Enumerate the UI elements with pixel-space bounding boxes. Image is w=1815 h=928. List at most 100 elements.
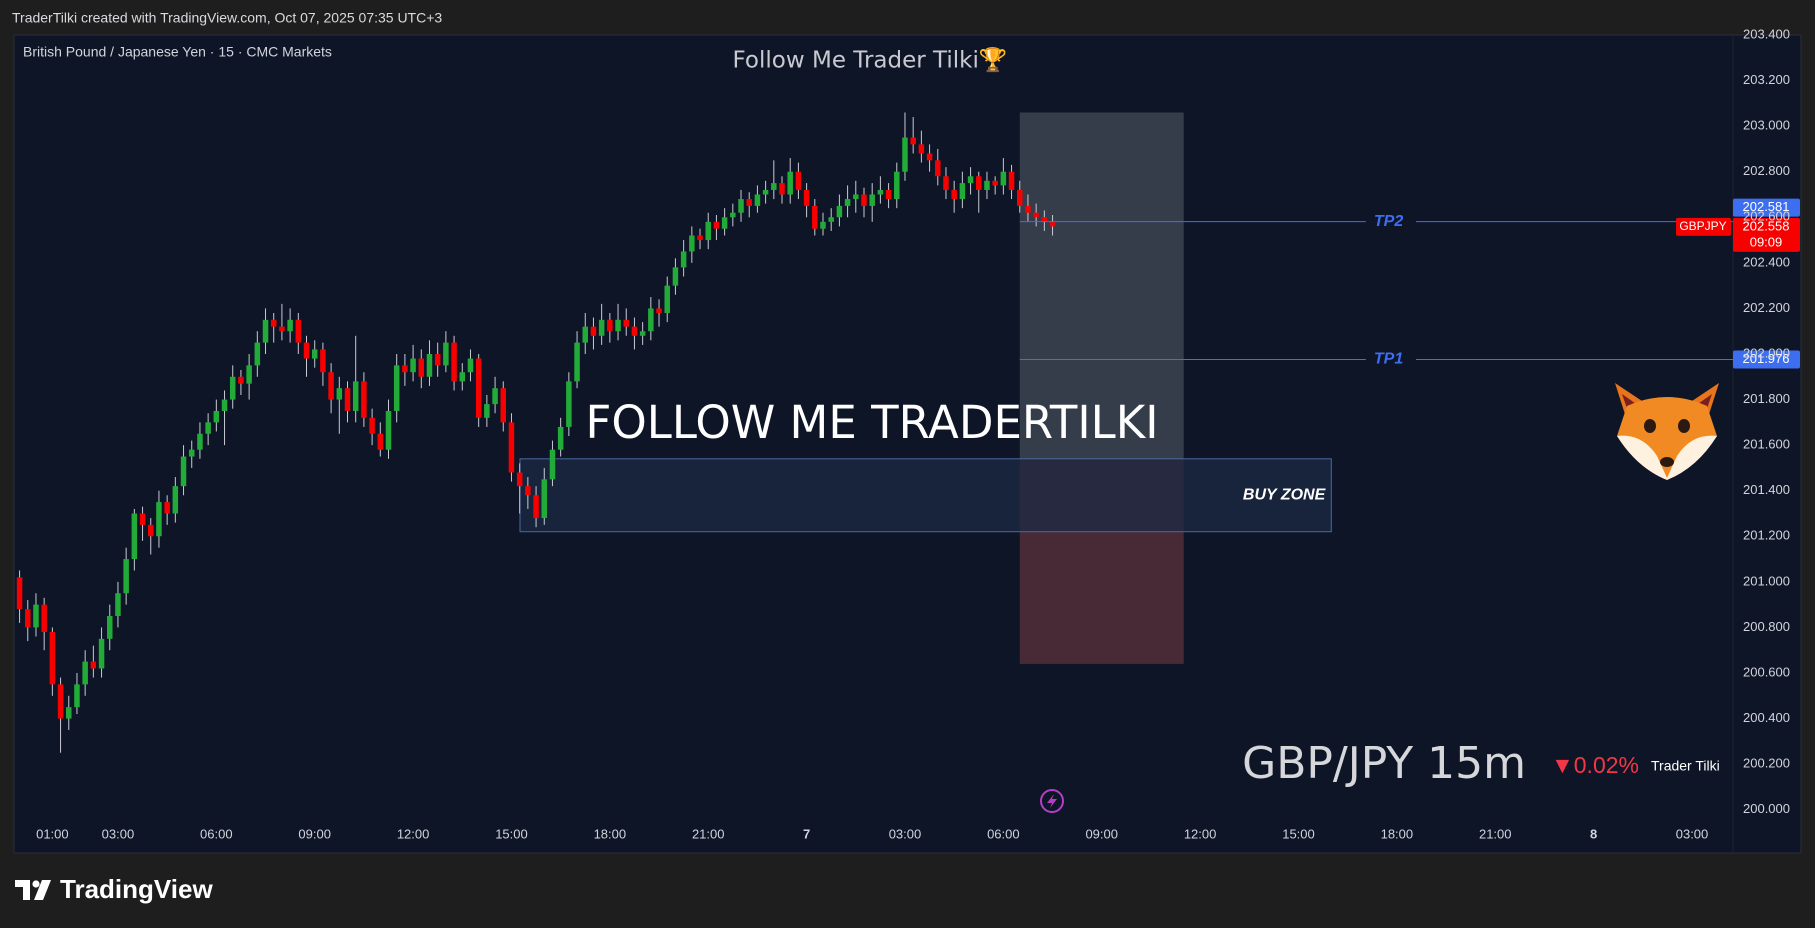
candle-body: [303, 342, 310, 359]
last-price: 202.558: [1743, 218, 1790, 233]
candle-body: [115, 593, 121, 617]
candle-body: [254, 342, 261, 366]
candle-body: [492, 388, 498, 405]
brand-logo: [15, 880, 51, 900]
level-price: 201.976: [1743, 351, 1790, 366]
x-tick-label: 09:00: [1085, 826, 1118, 841]
candle-body: [795, 171, 802, 190]
candle-body: [90, 661, 97, 669]
level-label: TP1: [1374, 351, 1403, 368]
candle-body: [943, 176, 949, 190]
candle-body: [238, 376, 244, 384]
candle-body: [754, 194, 761, 206]
candle-body: [66, 707, 72, 719]
y-tick-label: 201.600: [1743, 437, 1790, 452]
candle-body: [221, 399, 228, 411]
y-tick-label: 201.200: [1743, 528, 1790, 543]
plot-area: [16, 112, 1332, 753]
candle-body: [41, 604, 47, 632]
candle-body: [82, 661, 88, 685]
candle-body: [910, 137, 916, 145]
candle-body: [984, 180, 990, 190]
candle-body: [262, 319, 269, 343]
candle-body: [33, 604, 39, 628]
candle-body: [582, 326, 589, 343]
candle-body: [992, 180, 998, 186]
level-label: TP2: [1374, 213, 1403, 230]
buy-zone: [519, 458, 1332, 533]
candle-body: [566, 381, 572, 427]
candle-body: [434, 353, 441, 366]
candle-body: [639, 331, 646, 336]
fox-icon: [1615, 383, 1719, 480]
last-price-box: [1733, 217, 1800, 252]
candle-body: [270, 319, 277, 327]
y-tick-label: 203.200: [1743, 72, 1790, 87]
candle-body: [475, 358, 482, 418]
candle-body: [820, 221, 826, 229]
candle-body: [451, 342, 457, 382]
candle-body: [623, 319, 629, 327]
x-tick-label: 18:00: [1381, 826, 1414, 841]
y-tick-label: 201.800: [1743, 391, 1790, 406]
candle-body: [295, 319, 302, 343]
symbol-description: British Pound / Japanese Yen · 15 · CMC …: [23, 44, 332, 60]
candle-body: [828, 217, 834, 222]
chart-title: Follow Me Trader Tilki🏆: [733, 47, 1008, 74]
x-tick-label: 12:00: [397, 826, 430, 841]
candle-body: [320, 349, 326, 373]
y-tick-label: 202.800: [1743, 163, 1790, 178]
candle-body: [844, 199, 851, 206]
candle-body: [385, 410, 392, 450]
candle-body: [336, 388, 343, 400]
candle-body: [16, 577, 23, 610]
brand-name: TradingView: [60, 874, 213, 904]
candle-body: [959, 183, 966, 200]
candle-body: [836, 205, 843, 218]
candle-body: [697, 235, 703, 241]
candle-body: [205, 422, 211, 434]
level-price: 202.581: [1743, 199, 1790, 214]
candle-body: [164, 502, 170, 514]
candle-body: [459, 372, 466, 382]
candle-body: [188, 449, 195, 457]
candle-body: [508, 422, 515, 473]
candle-body: [467, 358, 474, 373]
y-tick-label: 200.400: [1743, 710, 1790, 725]
candle-body: [352, 381, 359, 411]
candle-body: [328, 372, 334, 400]
candle-body: [705, 221, 711, 241]
candle-body: [1017, 189, 1023, 206]
x-tick-label: 09:00: [298, 826, 331, 841]
countdown: 09:09: [1750, 234, 1783, 249]
level-label-gap: [1365, 350, 1416, 369]
y-tick-label: 200.200: [1743, 756, 1790, 771]
candle-body: [1049, 221, 1056, 227]
candle-body: [926, 153, 933, 161]
level-label-gap: [1365, 212, 1416, 231]
candle-body: [229, 376, 236, 400]
candle-body: [344, 388, 351, 411]
x-tick-label: 21:00: [1479, 826, 1512, 841]
candle-body: [197, 433, 203, 450]
watermark: GBP/JPY 15m: [1242, 738, 1526, 789]
x-tick-label: 03:00: [1676, 826, 1709, 841]
y-tick-label: 201.400: [1743, 482, 1790, 497]
level-price-box: [1733, 198, 1800, 217]
candle-body: [812, 205, 818, 229]
symbol-tag: [1676, 217, 1731, 236]
candle-body: [738, 199, 744, 213]
candle-body: [631, 326, 638, 336]
candle-body: [615, 319, 621, 332]
candle-body: [713, 221, 720, 229]
candle-body: [853, 194, 859, 200]
candle-body: [213, 410, 220, 423]
candle-body: [1033, 212, 1039, 218]
candle-body: [541, 479, 548, 519]
x-tick-label: 12:00: [1184, 826, 1217, 841]
candle-body: [1025, 205, 1031, 213]
alert-icon[interactable]: [1040, 789, 1064, 813]
candle-body: [418, 358, 425, 377]
